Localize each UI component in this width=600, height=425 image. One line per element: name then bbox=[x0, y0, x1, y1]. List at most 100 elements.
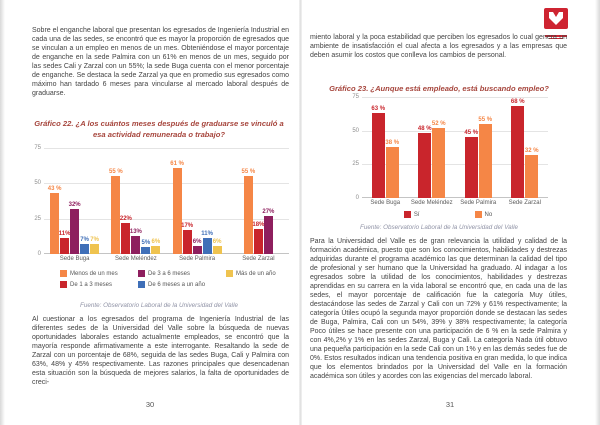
category-label: Sede Buga bbox=[59, 256, 90, 262]
page-edge-shadow bbox=[595, 0, 600, 425]
y-tick-label: 25 bbox=[352, 161, 359, 168]
y-tick-label: 0 bbox=[355, 195, 359, 201]
bar-value-label: 43 % bbox=[47, 186, 62, 193]
bar-value-label: 7% bbox=[90, 237, 99, 244]
bar-value-label: 68 % bbox=[510, 99, 525, 106]
bar: 38 % bbox=[385, 140, 399, 198]
bar-value-label: 55 % bbox=[109, 169, 123, 176]
source-note: Fuente: Observatorio Laboral de la Unive… bbox=[360, 224, 518, 231]
bar-value-label: 38 % bbox=[385, 139, 400, 146]
legend-item: Más de un año bbox=[226, 270, 289, 277]
bar-value-label: 5% bbox=[141, 239, 151, 246]
legend-label: Menos de un mes bbox=[70, 270, 118, 277]
y-axis: 0 25 50 75 bbox=[30, 145, 44, 257]
category-label: Sede Zarzal bbox=[242, 256, 275, 262]
bar: 17% bbox=[181, 223, 193, 254]
y-tick-label: 0 bbox=[37, 251, 41, 257]
chart-legend: Menos de un mes De 3 a 6 meses Más de un a… bbox=[60, 270, 289, 288]
bar-value-label: 6% bbox=[192, 238, 202, 245]
bar: 7% bbox=[90, 237, 100, 254]
y-axis: 0 25 50 75 bbox=[348, 94, 362, 201]
category-label: Sede Palmira bbox=[460, 200, 497, 206]
plot-area: 43 % 11% 32% 7% 7% 55 % 22% 13% 5% 6% 61 % 17% 6% 11%… bbox=[44, 148, 289, 254]
chart-legend: Sí No bbox=[348, 211, 548, 218]
legend-swatch bbox=[403, 211, 411, 218]
page-number: 30 bbox=[145, 400, 155, 409]
y-tick-label: 25 bbox=[34, 215, 41, 222]
bar-value-label: 32% bbox=[68, 201, 81, 208]
bar-value-label: 45 % bbox=[464, 130, 479, 137]
bar: 68 % bbox=[511, 99, 525, 198]
bar: 32 % bbox=[525, 148, 539, 198]
logo-emblem bbox=[544, 8, 568, 29]
y-tick-label: 75 bbox=[34, 145, 41, 151]
legend-label: De 6 meses a un año bbox=[148, 281, 206, 288]
bar: 45 % bbox=[464, 130, 478, 198]
bar-value-label: 61 % bbox=[170, 160, 184, 167]
bar-group: 48 % 52 % bbox=[409, 121, 456, 198]
bar: 5% bbox=[141, 240, 151, 254]
bar: 13% bbox=[130, 229, 142, 254]
gridline bbox=[362, 130, 548, 132]
universidad-del-valle-logo-icon bbox=[543, 8, 569, 39]
legend-label: De 1 a 3 meses bbox=[70, 281, 113, 288]
bar: 55 % bbox=[242, 169, 255, 254]
legend-swatch bbox=[226, 270, 233, 277]
bar: 22% bbox=[120, 216, 132, 254]
gridline bbox=[362, 97, 548, 98]
bar: 52 % bbox=[432, 121, 446, 198]
paragraph-enganche-laboral: Sobre el enganche laboral que presentan … bbox=[32, 27, 289, 97]
page-edge-shadow bbox=[0, 0, 5, 425]
page-30: Sobre el enganche laboral que presentan … bbox=[30, 27, 289, 409]
bar-value-label: 17% bbox=[181, 222, 194, 229]
bar: 7% bbox=[80, 237, 90, 254]
gridline bbox=[362, 164, 548, 166]
bar: 11% bbox=[201, 231, 213, 254]
category-axis: Sede Buga Sede Meléndez Sede Palmira Sede Z… bbox=[44, 254, 289, 262]
bar-value-label: 6% bbox=[151, 238, 161, 245]
plot-area: 63 % 38 % 48 % 52 % 45 % 55 % 68 % 32 % bbox=[362, 97, 548, 198]
bar-group: 43 % 11% 32% 7% 7% bbox=[44, 186, 105, 254]
bar: 55 % bbox=[109, 169, 123, 254]
bar-value-label: 32 % bbox=[524, 147, 539, 154]
bar: 6% bbox=[212, 239, 222, 254]
category-label: Sede Zarzal bbox=[508, 200, 541, 206]
category-label: Sede Meléndez bbox=[410, 200, 453, 206]
bar-value-label: 11% bbox=[58, 231, 71, 238]
y-tick-label: 50 bbox=[352, 127, 359, 134]
bar-group: 61 % 17% 6% 11% 6% bbox=[167, 161, 228, 254]
legend-label: De 3 a 6 meses bbox=[148, 270, 191, 277]
page-seam bbox=[299, 0, 302, 425]
bar-group: 63 % 38 % bbox=[362, 106, 409, 198]
category-axis: Sede Buga Sede Meléndez Sede Palmira Sede Z… bbox=[362, 198, 548, 206]
bar-value-label: 52 % bbox=[431, 120, 446, 127]
bar: 11% bbox=[59, 231, 70, 254]
bar-group: 55 % 18% 27% bbox=[228, 169, 289, 254]
y-tick-label: 50 bbox=[34, 180, 41, 187]
bar-value-label: 11% bbox=[201, 231, 213, 238]
category-label: Sede Meléndez bbox=[115, 256, 157, 262]
paragraph-utilidad-formacion: Para la Universidad del Valle es de gran… bbox=[310, 238, 567, 380]
bar-value-label: 13% bbox=[129, 228, 142, 235]
gridline bbox=[44, 253, 289, 254]
logo-wordmark bbox=[549, 37, 563, 39]
legend-swatch bbox=[138, 281, 145, 288]
bar-group: 45 % 55 % bbox=[455, 117, 502, 198]
bar: 55 % bbox=[478, 117, 492, 198]
category-label: Sede Buga bbox=[370, 200, 401, 206]
bar-value-label: 22% bbox=[119, 215, 132, 222]
page-number: 31 bbox=[445, 400, 455, 409]
bar-value-label: 63 % bbox=[371, 106, 386, 113]
plot-wrap: 0 25 50 75 63 % 38 % 48 % 52 % 45 % 55 % 68 % 32 % bbox=[348, 94, 548, 201]
bar-value-label: 55 % bbox=[241, 169, 256, 176]
bar-value-label: 7% bbox=[80, 237, 89, 244]
gridline bbox=[44, 148, 289, 149]
gridline bbox=[362, 197, 548, 198]
y-tick-label: 75 bbox=[352, 94, 359, 100]
bar: 48 % bbox=[418, 126, 432, 198]
chart-22: 0 25 50 75 43 % 11% 32% 7% 7% 55 % 22% 13% 5% 6% 61 %… bbox=[30, 145, 289, 288]
bar: 6% bbox=[151, 239, 161, 254]
bar: 27% bbox=[262, 209, 274, 254]
category-label: Sede Palmira bbox=[179, 256, 216, 262]
